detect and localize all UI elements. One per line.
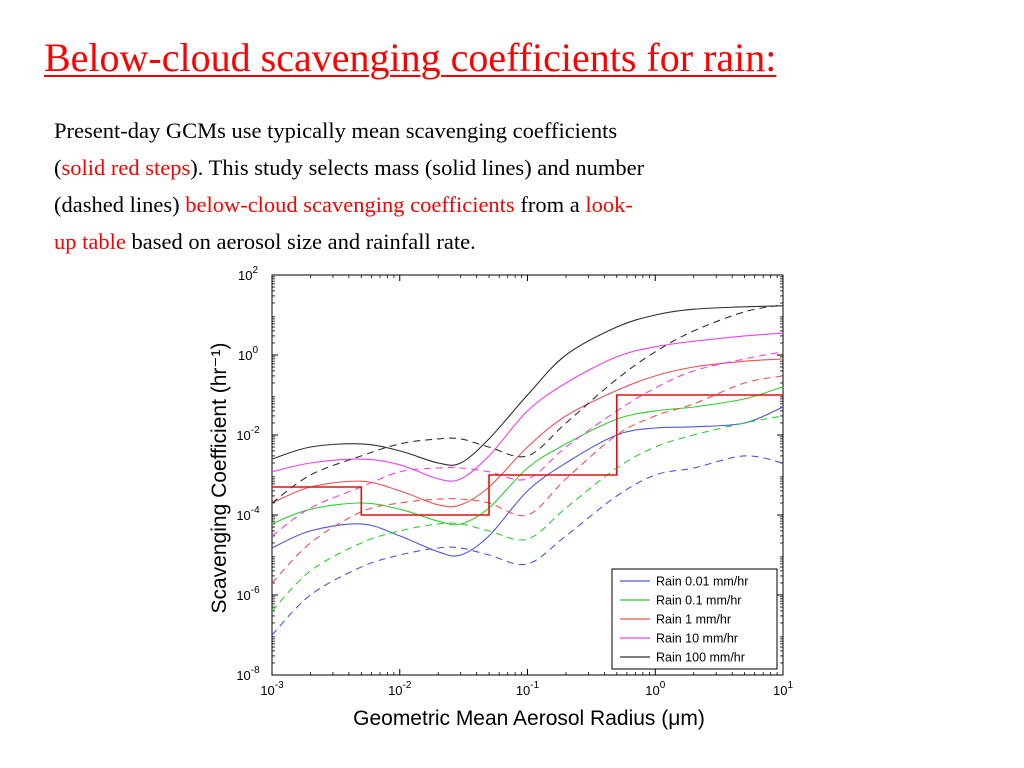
series-line-rain-100-mm-hr-mass — [272, 305, 783, 466]
y-tick-label: 10-4 — [236, 505, 260, 523]
body-text: from a — [514, 192, 586, 217]
x-tick-label: 10-3 — [260, 680, 284, 698]
series-line-rain-100-mm-hr-number — [272, 304, 783, 504]
legend-box — [611, 568, 778, 670]
highlight-look-up: look- — [585, 192, 633, 217]
series-line-rain-0-01-mm-hr-mass — [272, 406, 783, 557]
series-line-rain-0-1-mm-hr-number — [272, 415, 783, 612]
body-line-2: (solid red steps). This study selects ma… — [54, 149, 894, 186]
body-text: (dashed lines) — [54, 192, 186, 217]
series-line-rain-0-1-mm-hr-mass — [272, 386, 783, 526]
highlight-solid-red-steps: solid red steps — [61, 155, 191, 180]
y-tick-label: 10-2 — [236, 425, 260, 443]
series-line-rain-1-mm-hr-mass — [272, 358, 783, 508]
body-line-1: Present-day GCMs use typically mean scav… — [54, 112, 894, 149]
body-text: based on aerosol size and rainfall rate. — [125, 229, 476, 254]
series-group — [272, 304, 783, 636]
y-tick-label: 10-8 — [236, 665, 260, 683]
highlight-below-cloud: below-cloud scavenging coefficients — [185, 192, 515, 217]
y-axis-label: Scavenging Coefficient (hr⁻¹) — [208, 343, 231, 614]
legend-label: Rain 1 mm/hr — [656, 613, 731, 627]
highlight-up-table: up table — [54, 229, 126, 254]
body-text: ( — [54, 155, 62, 180]
body-text: ). This study selects mass (solid lines)… — [190, 155, 645, 180]
series-line-rain-1-mm-hr-number — [272, 375, 783, 584]
body-line-3: (dashed lines) below-cloud scavenging co… — [54, 186, 894, 223]
slide-body: Present-day GCMs use typically mean scav… — [54, 112, 894, 260]
red-step-line — [272, 394, 783, 516]
legend-label: Rain 0.01 mm/hr — [656, 575, 748, 589]
y-tick-label: 102 — [238, 265, 258, 283]
series-line-rain-0-01-mm-hr-number — [272, 455, 783, 636]
x-tick-label: 101 — [773, 680, 793, 698]
x-tick-label: 10-2 — [388, 680, 412, 698]
x-tick-label: 100 — [645, 680, 665, 698]
y-tick-label: 100 — [238, 345, 258, 363]
plot-area — [271, 274, 784, 676]
body-text: Present-day GCMs use typically mean scav… — [54, 118, 618, 143]
series-line-rain-10-mm-hr-mass — [272, 332, 783, 482]
series-line-rain-10-mm-hr-number — [272, 351, 783, 537]
x-axis-label: Geometric Mean Aerosol Radius (μm) — [353, 707, 705, 730]
body-line-4: up table based on aerosol size and rainf… — [54, 223, 894, 260]
y-tick-label: 10-6 — [236, 585, 260, 603]
x-tick-label: 10-1 — [516, 680, 540, 698]
legend-label: Rain 10 mm/hr — [656, 632, 738, 646]
legend-label: Rain 0.1 mm/hr — [656, 594, 741, 608]
slide-title: Below-cloud scavenging coefficients for … — [44, 35, 777, 80]
legend-label: Rain 100 mm/hr — [656, 651, 745, 665]
